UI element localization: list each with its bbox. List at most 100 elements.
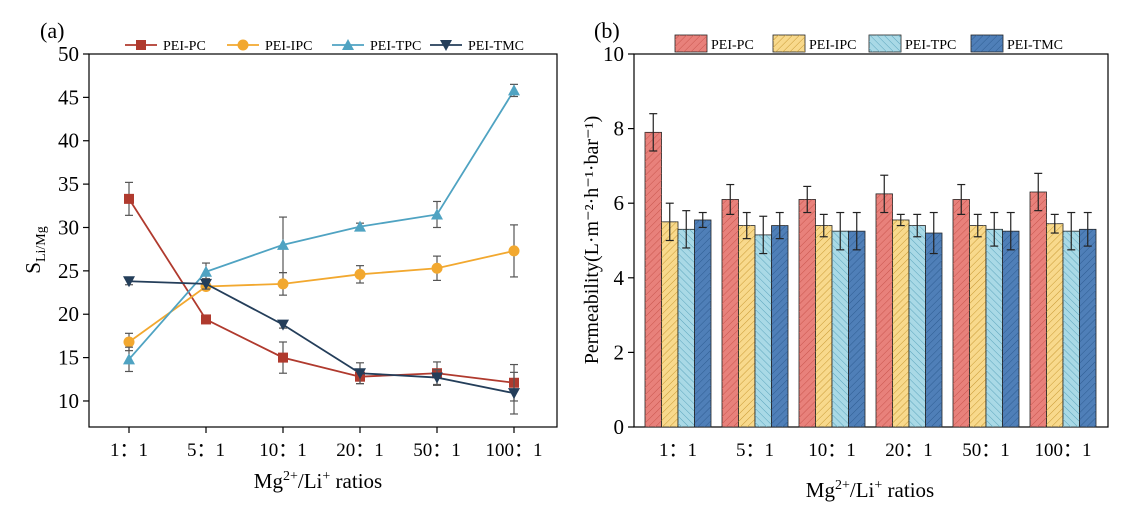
panel-a-xlabel: Mg2+/Li+ ratios <box>254 469 382 493</box>
legend-label-pei-tpc: PEI-TPC <box>370 39 421 54</box>
legend-marker-pei-tpc <box>342 39 354 50</box>
y-tick-label-20: 20 <box>58 302 79 326</box>
bar-pei-tpc-1-1-hatch <box>678 229 695 427</box>
x-tick-label-10-1: 10：1 <box>808 440 856 461</box>
point-pei-tpc-5-1 <box>200 265 212 277</box>
legend-label-pei-tmc: PEI-TMC <box>468 39 524 54</box>
point-pei-tpc-20-1 <box>354 220 366 232</box>
point-pei-tmc-20-1 <box>354 368 366 380</box>
x-tick-label-100-1: 100：1 <box>1034 440 1091 461</box>
y-tick-label-35: 35 <box>58 172 79 196</box>
bar-pei-tmc-5-1-hatch <box>771 225 788 427</box>
legend-swatch-hatch-pei-pc <box>675 35 707 52</box>
series-pei-pc <box>124 181 519 402</box>
panel-a-xlabel-base: Mg <box>254 469 284 493</box>
bar-pei-tmc-100-1-hatch <box>1079 229 1096 427</box>
line-pei-tpc <box>128 89 515 360</box>
legend-swatch-hatch-pei-tpc <box>869 35 901 52</box>
x-tick-label-5-1: 5：1 <box>736 440 774 461</box>
bar-pei-tpc-100-1-hatch <box>1063 231 1080 427</box>
point-pei-tpc-100-1 <box>508 84 520 96</box>
series-pei-pc <box>644 113 1047 428</box>
y-tick-label-50: 50 <box>58 42 79 66</box>
panel-a-ylabel: SLi/Mg <box>21 226 49 273</box>
panel-a-frame <box>88 53 558 428</box>
x-tick-label-50-1: 50：1 <box>413 440 461 461</box>
panel-b-xlabel-sup2: + <box>874 478 882 493</box>
panel-b-label: (b) <box>594 18 620 43</box>
series-pei-ipc <box>123 224 520 352</box>
x-tick-label-10-1: 10：1 <box>259 440 307 461</box>
x-tick-label-1-1: 1：1 <box>110 440 148 461</box>
point-pei-pc-5-1 <box>201 314 211 325</box>
bar-pei-tpc-10-1-hatch <box>832 231 849 427</box>
panel-a-xlabel-sup1: 2+ <box>283 469 298 484</box>
legend-label-pei-pc: PEI-PC <box>711 38 754 53</box>
bar-pei-ipc-20-1-hatch <box>892 219 909 427</box>
y-tick-label-8: 8 <box>614 117 625 141</box>
bar-pei-pc-5-1-hatch <box>722 199 739 427</box>
panel-b-xlabel-mid: /Li <box>850 478 875 502</box>
line-pei-tmc <box>128 280 515 395</box>
panel-a-xlabel-mid: /Li <box>298 469 323 493</box>
point-pei-ipc-1-1 <box>123 336 135 348</box>
legend-marker-pei-tmc <box>440 40 452 51</box>
point-pei-pc-10-1 <box>278 352 288 363</box>
point-pei-tpc-1-1 <box>123 353 135 365</box>
bar-pei-ipc-100-1-hatch <box>1046 223 1063 427</box>
panel-a-label: (a) <box>40 18 64 43</box>
panel-b-xlabel-sup1: 2+ <box>835 478 850 493</box>
x-tick-label-50-1: 50：1 <box>962 440 1010 461</box>
legend-label-pei-tpc: PEI-TPC <box>905 38 956 53</box>
bar-pei-ipc-10-1-hatch <box>815 225 832 427</box>
bar-pei-tmc-20-1-hatch <box>925 233 942 427</box>
bar-pei-tpc-50-1-hatch <box>986 229 1003 427</box>
line-pei-ipc <box>128 250 515 343</box>
point-pei-tmc-50-1 <box>431 372 443 384</box>
y-tick-label-45: 45 <box>58 85 79 109</box>
point-pei-tmc-100-1 <box>508 388 520 400</box>
point-pei-ipc-10-1 <box>277 278 289 290</box>
bar-pei-pc-50-1-hatch <box>953 199 970 427</box>
y-tick-label-6: 6 <box>614 191 625 215</box>
legend-marker-pei-ipc <box>237 39 249 51</box>
panel-b-xlabel-tail: ratios <box>882 478 934 502</box>
y-tick-label-30: 30 <box>58 215 79 239</box>
bar-pei-ipc-5-1-hatch <box>738 225 755 427</box>
bar-pei-tmc-1-1-hatch <box>694 219 711 427</box>
panel-a-ylabel-sub: Li/Mg <box>34 226 49 262</box>
panel-a-xlabel-sup2: + <box>322 469 330 484</box>
x-tick-label-20-1: 20：1 <box>885 440 933 461</box>
legend-label-pei-ipc: PEI-IPC <box>265 39 312 54</box>
legend-swatch-hatch-pei-tmc <box>971 35 1003 52</box>
bar-pei-ipc-1-1-hatch <box>661 221 678 427</box>
bar-pei-pc-10-1-hatch <box>799 199 816 427</box>
panel-b-xlabel: Mg2+/Li+ ratios <box>806 478 934 502</box>
bar-pei-pc-1-1-hatch <box>645 132 662 427</box>
panel-b-frame <box>633 53 1109 428</box>
x-tick-label-1-1: 1：1 <box>659 440 697 461</box>
x-tick-label-5-1: 5：1 <box>187 440 225 461</box>
point-pei-tmc-5-1 <box>200 278 212 290</box>
legend-label-pei-tmc: PEI-TMC <box>1007 38 1063 53</box>
point-pei-pc-1-1 <box>124 193 134 204</box>
point-pei-ipc-100-1 <box>508 245 520 257</box>
x-tick-label-20-1: 20：1 <box>336 440 384 461</box>
legend-marker-pei-pc <box>136 40 146 50</box>
y-tick-label-15: 15 <box>58 346 79 370</box>
line-pei-pc <box>128 198 515 384</box>
panel-a-ylabel-main: S <box>21 262 45 274</box>
legend-label-pei-ipc: PEI-IPC <box>809 38 856 53</box>
bar-pei-pc-20-1-hatch <box>876 193 893 427</box>
point-pei-tmc-10-1 <box>277 319 289 331</box>
series-pei-tmc <box>694 211 1097 428</box>
point-pei-ipc-50-1 <box>431 262 443 274</box>
series-pei-tpc <box>123 83 520 373</box>
bar-pei-tmc-10-1-hatch <box>848 231 865 427</box>
bar-pei-tmc-50-1-hatch <box>1002 231 1019 427</box>
bar-pei-ipc-50-1-hatch <box>969 225 986 427</box>
legend-swatch-hatch-pei-ipc <box>773 35 805 52</box>
y-tick-label-0: 0 <box>614 415 625 439</box>
